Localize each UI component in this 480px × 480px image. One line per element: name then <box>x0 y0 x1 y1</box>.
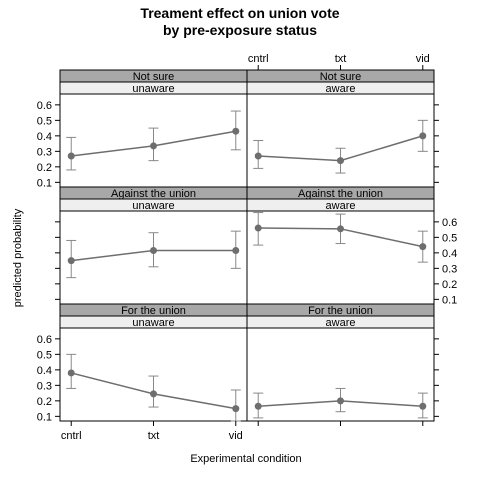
data-point-1-1 <box>337 157 344 165</box>
x-tick-label-bottom-2: vid <box>229 430 243 442</box>
strip-vote-label-5: For the union <box>308 305 373 317</box>
x-tick-label-top-2: vid <box>416 53 430 65</box>
data-point-0-2 <box>232 127 240 135</box>
y-tick-label-3-0: 0.1 <box>442 294 457 306</box>
strip-status-label-2: unaware <box>132 200 174 212</box>
strip-status-label-5: aware <box>326 317 356 329</box>
strip-vote-label-1: Not sure <box>320 71 362 83</box>
y-tick-label-4-1: 0.2 <box>37 396 52 408</box>
data-point-4-2 <box>232 405 240 413</box>
data-point-3-0 <box>254 224 262 232</box>
y-tick-label-0-5: 0.6 <box>37 100 52 112</box>
y-tick-label-0-2: 0.3 <box>37 146 52 158</box>
y-tick-label-3-3: 0.4 <box>442 248 457 260</box>
x-tick-label-bottom-1: txt <box>148 430 160 442</box>
data-point-4-0 <box>67 369 75 377</box>
y-axis-label: predicted probability <box>12 208 24 307</box>
data-point-1-0 <box>254 152 262 160</box>
y-tick-label-3-1: 0.2 <box>442 279 457 291</box>
strip-status-label-4: unaware <box>132 317 174 329</box>
y-tick-label-4-4: 0.5 <box>37 349 52 361</box>
chart-title-line1: Treament effect on union vote <box>140 5 339 21</box>
data-point-1-2 <box>419 132 427 140</box>
y-tick-label-3-2: 0.3 <box>442 263 457 275</box>
data-point-5-1 <box>337 397 344 405</box>
data-point-2-1 <box>150 247 157 255</box>
strip-vote-label-4: For the union <box>121 305 186 317</box>
data-point-4-1 <box>150 390 157 398</box>
y-tick-label-4-0: 0.1 <box>37 411 52 423</box>
y-tick-label-0-0: 0.1 <box>37 177 52 189</box>
data-point-0-0 <box>67 152 75 160</box>
y-tick-label-3-4: 0.5 <box>442 232 457 244</box>
y-tick-label-0-4: 0.5 <box>37 115 52 127</box>
data-point-3-1 <box>337 225 344 233</box>
y-tick-label-3-5: 0.6 <box>442 217 457 229</box>
data-point-3-2 <box>419 243 427 251</box>
data-point-5-0 <box>254 402 262 410</box>
y-tick-label-0-3: 0.4 <box>37 131 52 143</box>
x-tick-label-top-1: txt <box>335 53 347 65</box>
y-tick-label-4-3: 0.4 <box>37 365 52 377</box>
strip-vote-label-3: Against the union <box>298 188 383 200</box>
data-point-5-2 <box>419 402 427 410</box>
chart-title-line2: by pre-exposure status <box>163 22 317 38</box>
x-tick-label-top-0: cntrl <box>248 53 269 65</box>
x-axis-label: Experimental condition <box>190 453 301 465</box>
strip-status-label-0: unaware <box>132 83 174 95</box>
data-point-0-1 <box>150 142 157 150</box>
strip-status-label-1: aware <box>326 83 356 95</box>
y-tick-label-0-1: 0.2 <box>37 162 52 174</box>
data-point-2-0 <box>67 257 75 265</box>
data-point-2-2 <box>232 247 240 255</box>
x-tick-label-bottom-0: cntrl <box>61 430 82 442</box>
strip-vote-label-0: Not sure <box>133 71 175 83</box>
strip-vote-label-2: Against the union <box>111 188 196 200</box>
y-tick-label-4-2: 0.3 <box>37 380 52 392</box>
y-tick-label-4-5: 0.6 <box>37 334 52 346</box>
strip-status-label-3: aware <box>326 200 356 212</box>
